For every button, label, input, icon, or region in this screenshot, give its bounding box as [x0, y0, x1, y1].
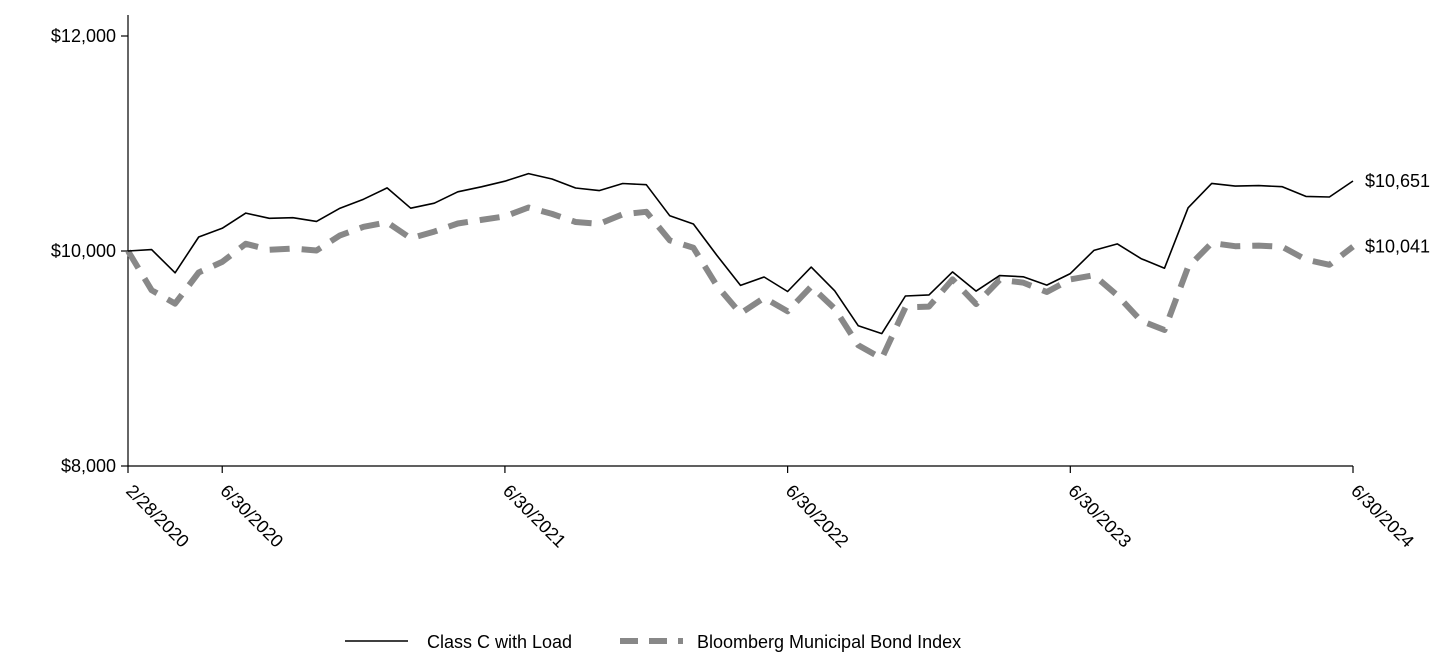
x-tick-label: 6/30/2020 [216, 481, 287, 552]
legend-label-bloomberg-index: Bloomberg Municipal Bond Index [697, 632, 961, 652]
end-value-label: $10,041 [1365, 237, 1430, 257]
x-tick-label: 6/30/2022 [782, 481, 853, 552]
x-tick-label: 2/28/2020 [122, 481, 193, 552]
x-tick-label: 6/30/2023 [1064, 481, 1135, 552]
x-tick-label: 6/30/2024 [1347, 481, 1418, 552]
series-line-bloomberg-index [125, 204, 1355, 362]
y-tick-label: $10,000 [51, 241, 116, 261]
y-tick-label: $8,000 [61, 456, 116, 476]
y-axis: $8,000 $10,000 $12,000 [51, 15, 129, 476]
end-value-label: $10,651 [1365, 171, 1430, 191]
series-line-class-c [127, 172, 1354, 335]
x-axis: 2/28/2020 6/30/2020 6/30/2021 6/30/2022 6/30… [122, 465, 1418, 552]
x-tick-label: 6/30/2021 [499, 481, 570, 552]
legend: Class C with Load Bloomberg Municipal Bo… [345, 632, 961, 652]
y-tick-label: $12,000 [51, 26, 116, 46]
legend-label-class-c: Class C with Load [427, 632, 572, 652]
